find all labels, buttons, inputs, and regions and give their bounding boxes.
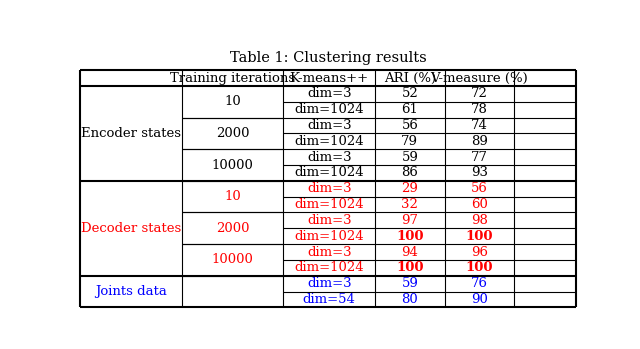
Text: 60: 60 [471,198,488,211]
Text: 90: 90 [471,293,488,306]
Text: 10: 10 [224,95,241,108]
Text: 52: 52 [401,87,418,100]
Text: K-means++: K-means++ [290,72,369,84]
Text: dim=3: dim=3 [307,214,351,227]
Text: 72: 72 [471,87,488,100]
Text: 86: 86 [401,166,419,179]
Text: 59: 59 [401,277,419,290]
Text: V-measure (%): V-measure (%) [431,72,528,84]
Text: 29: 29 [401,182,419,195]
Text: 2000: 2000 [216,127,249,140]
Text: 10000: 10000 [212,253,253,266]
Text: dim=1024: dim=1024 [294,103,364,116]
Text: 10: 10 [224,190,241,203]
Text: dim=3: dim=3 [307,87,351,100]
Text: Joints data: Joints data [95,285,167,298]
Text: 96: 96 [471,245,488,259]
Text: 98: 98 [471,214,488,227]
Text: 89: 89 [471,135,488,148]
Text: 100: 100 [396,261,424,274]
Text: 100: 100 [465,230,493,243]
Text: 76: 76 [471,277,488,290]
Text: 32: 32 [401,198,419,211]
Text: dim=1024: dim=1024 [294,135,364,148]
Text: 80: 80 [401,293,418,306]
Text: dim=1024: dim=1024 [294,198,364,211]
Text: dim=1024: dim=1024 [294,261,364,274]
Text: 56: 56 [471,182,488,195]
Text: dim=54: dim=54 [303,293,356,306]
Text: dim=3: dim=3 [307,151,351,164]
Text: 100: 100 [396,230,424,243]
Text: 61: 61 [401,103,419,116]
Text: 77: 77 [471,151,488,164]
Text: 78: 78 [471,103,488,116]
Text: dim=3: dim=3 [307,245,351,259]
Text: Encoder states: Encoder states [81,127,181,140]
Text: 10000: 10000 [212,158,253,171]
Text: dim=3: dim=3 [307,277,351,290]
Text: dim=3: dim=3 [307,119,351,132]
Text: 2000: 2000 [216,222,249,235]
Text: Decoder states: Decoder states [81,222,181,235]
Text: dim=3: dim=3 [307,182,351,195]
Text: Table 1: Clustering results: Table 1: Clustering results [230,51,426,65]
Text: 100: 100 [465,261,493,274]
Text: 93: 93 [471,166,488,179]
Text: 74: 74 [471,119,488,132]
Text: ARI (%): ARI (%) [384,72,436,84]
Text: 97: 97 [401,214,419,227]
Text: 56: 56 [401,119,419,132]
Text: Training iterations: Training iterations [170,72,295,84]
Text: 79: 79 [401,135,419,148]
Text: 94: 94 [401,245,419,259]
Text: dim=1024: dim=1024 [294,166,364,179]
Text: dim=1024: dim=1024 [294,230,364,243]
Text: 59: 59 [401,151,419,164]
